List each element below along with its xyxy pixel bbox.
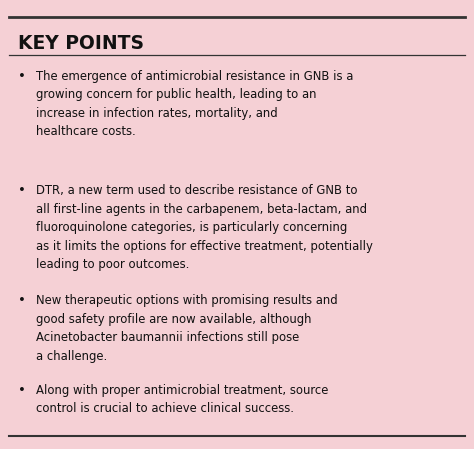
- Text: Along with proper antimicrobial treatment, source
control is crucial to achieve : Along with proper antimicrobial treatmen…: [36, 384, 328, 415]
- Text: DTR, a new term used to describe resistance of GNB to
all first-line agents in t: DTR, a new term used to describe resista…: [36, 184, 373, 271]
- Text: KEY POINTS: KEY POINTS: [18, 34, 144, 53]
- Text: •: •: [18, 70, 26, 83]
- Text: •: •: [18, 294, 26, 307]
- Text: •: •: [18, 384, 26, 397]
- Text: The emergence of antimicrobial resistance in GNB is a
growing concern for public: The emergence of antimicrobial resistanc…: [36, 70, 353, 138]
- Text: New therapeutic options with promising results and
good safety profile are now a: New therapeutic options with promising r…: [36, 294, 337, 363]
- Text: •: •: [18, 184, 26, 197]
